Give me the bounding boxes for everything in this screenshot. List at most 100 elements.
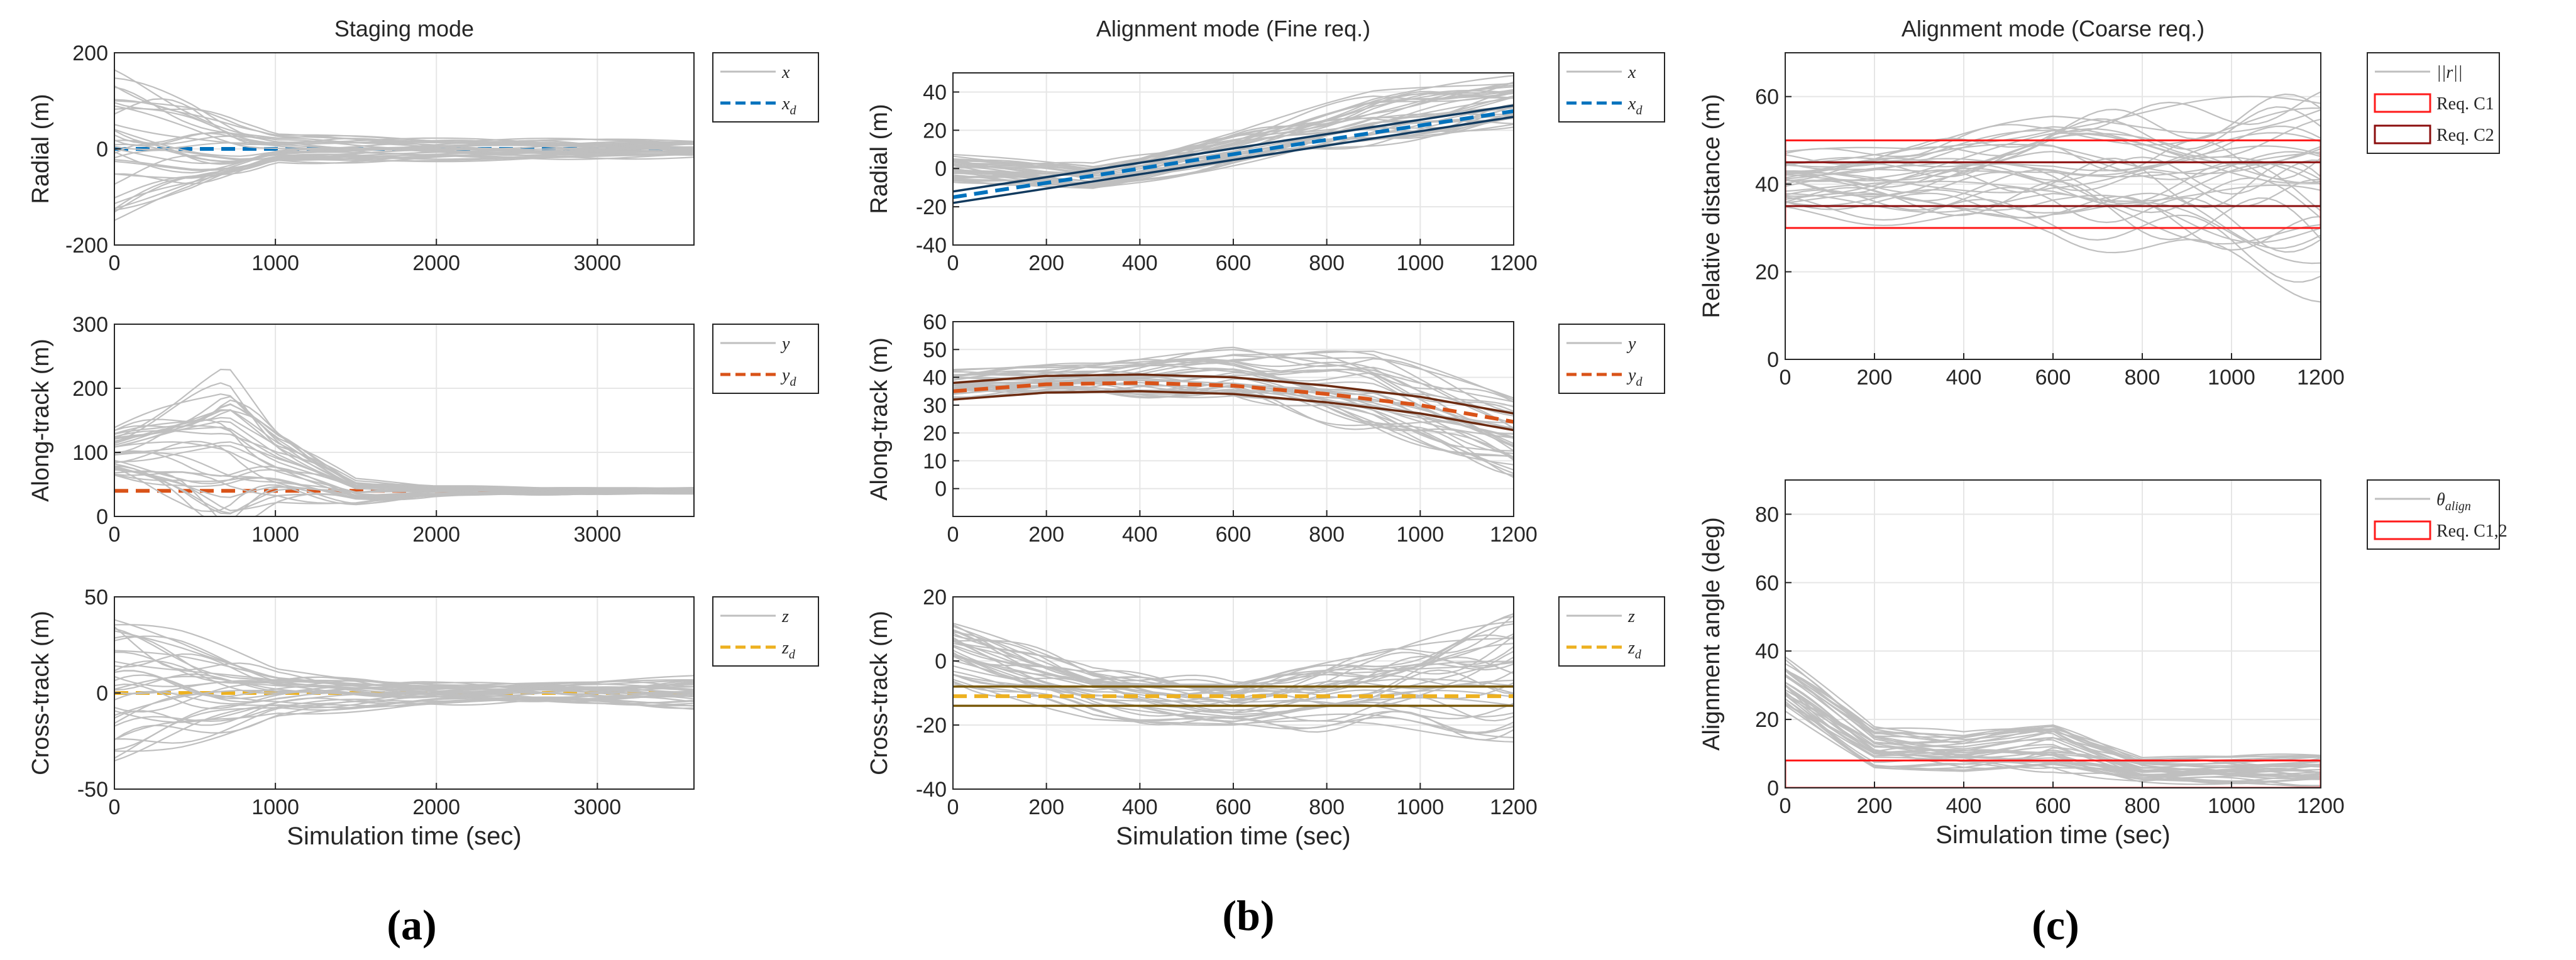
y-tick-label: 60 — [923, 310, 947, 334]
mc-trajectory-line — [1785, 163, 2321, 207]
mc-trajectory-line — [114, 697, 694, 759]
mc-trajectory-line — [114, 99, 694, 146]
x-tick-label: 0 — [947, 795, 959, 819]
y-tick-label: 0 — [935, 477, 947, 501]
mc-trajectory-line — [953, 636, 1514, 695]
y-tick-label: 20 — [923, 586, 947, 609]
legend-label: z — [1627, 607, 1635, 626]
x-tick-label: 1000 — [2208, 794, 2255, 818]
y-tick-label: 60 — [1755, 571, 1779, 595]
legend-label: Req. C2 — [2436, 126, 2494, 145]
mc-trajectory-line — [114, 368, 694, 490]
legend: yyd — [712, 324, 819, 394]
plot-area-a-cross — [114, 619, 694, 761]
plot-area-b-radial — [953, 75, 1514, 204]
mc-trajectory-line — [114, 697, 694, 741]
mc-trajectory-line — [953, 349, 1514, 403]
chart-b-cross: 0 200 400 600 800 1000 1200 -40 -20 0 20 Simulation… — [866, 586, 1665, 850]
mc-trajectory-line — [1785, 669, 2321, 765]
x-tick-label: 400 — [1946, 366, 1982, 390]
x-tick-label: 800 — [1309, 251, 1345, 275]
panel-label-c: (c) — [2032, 901, 2079, 949]
mc-trajectory-line — [1785, 206, 2321, 303]
x-tick-label: 400 — [1122, 251, 1158, 275]
panel-label-a: (a) — [387, 901, 436, 949]
desired-line — [953, 109, 1514, 199]
mc-trajectory-line — [1785, 139, 2321, 181]
x-tick-label: 1200 — [1490, 795, 1538, 819]
chart-title: Staging mode — [334, 16, 474, 41]
x-tick-label: 0 — [109, 795, 121, 819]
mc-trajectory-line — [1785, 109, 2321, 165]
x-tick-label: 800 — [2125, 794, 2160, 818]
legend: xxd — [1558, 52, 1665, 123]
y-axis-label: Cross-track (m) — [28, 611, 54, 775]
mc-trajectory-line — [1785, 663, 2321, 766]
x-tick-label: 1000 — [251, 523, 299, 547]
legend: zzd — [1558, 596, 1665, 667]
x-tick-label: 0 — [109, 523, 121, 547]
legend-label: ||r|| — [2436, 63, 2463, 82]
chart-title: Alignment mode (Coarse req.) — [1902, 16, 2204, 41]
y-tick-label: 0 — [96, 682, 108, 706]
x-tick-label: 400 — [1122, 523, 1158, 547]
mc-trajectory-line — [114, 470, 694, 516]
panel-label-b: (b) — [1222, 892, 1274, 939]
y-tick-label: 200 — [72, 377, 108, 401]
x-tick-label: 1000 — [1397, 795, 1445, 819]
requirement-box-req-c2 — [1785, 161, 2321, 207]
y-axis-label: Along-track (m) — [28, 339, 54, 502]
chart-b-along: 0 200 400 600 800 1000 1200 0 10 20 30 40 50 60 Along-… — [866, 310, 1665, 547]
mc-trajectory-line — [114, 430, 694, 491]
mc-trajectory-line — [114, 418, 694, 492]
legend-label: Req. C1 — [2436, 94, 2494, 114]
legend-label: Req. C1,2 — [2436, 521, 2507, 541]
desired-line — [953, 381, 1514, 424]
x-tick-label: 200 — [1028, 251, 1064, 275]
y-tick-label: 20 — [923, 422, 947, 445]
x-tick-label: 400 — [1122, 795, 1158, 819]
mc-trajectory-line — [114, 409, 694, 491]
x-tick-label: 1000 — [251, 795, 299, 819]
y-axis-label: Radial (m) — [28, 94, 54, 204]
x-axis-label: Simulation time (sec) — [287, 822, 521, 850]
mc-trajectory-line — [114, 474, 694, 500]
y-tick-label: 20 — [923, 119, 947, 143]
legend-box — [712, 596, 819, 667]
y-axis-label: Cross-track (m) — [866, 611, 893, 775]
y-tick-label: 40 — [923, 366, 947, 390]
y-axis-label: Along-track (m) — [866, 337, 893, 501]
x-axis-label: Simulation time (sec) — [1935, 821, 2170, 849]
y-tick-label: 40 — [1755, 640, 1779, 663]
y-tick-label: 0 — [96, 138, 108, 161]
legend-label: z — [781, 607, 789, 626]
mc-trajectory-line — [114, 674, 694, 703]
x-tick-label: 800 — [2125, 366, 2160, 390]
legend-label: x — [781, 63, 790, 82]
mc-trajectory-line — [114, 409, 694, 491]
mc-trajectory-line — [953, 615, 1514, 685]
mc-trajectory-line — [953, 621, 1514, 692]
x-tick-label: 1200 — [2297, 794, 2345, 818]
mc-trajectory-line — [114, 624, 694, 688]
mc-trajectory-line — [1785, 156, 2321, 194]
mc-trajectory-line — [953, 350, 1514, 417]
y-tick-label: 30 — [923, 394, 947, 418]
y-axis-label: Radial (m) — [866, 104, 893, 214]
y-tick-label: 0 — [96, 505, 108, 529]
y-tick-label: 20 — [1755, 708, 1779, 732]
x-axis-label: Simulation time (sec) — [1116, 822, 1350, 850]
y-tick-label: -40 — [916, 778, 947, 802]
mc-trajectory-line — [953, 86, 1514, 175]
x-tick-label: 200 — [1857, 794, 1893, 818]
x-tick-label: 0 — [1780, 366, 1792, 390]
mc-trajectory-line — [1785, 145, 2321, 180]
y-axis-label: Relative distance (m) — [1698, 94, 1725, 319]
plot-area-a-radial — [114, 69, 694, 221]
legend-box — [2367, 479, 2500, 550]
x-tick-label: 3000 — [574, 251, 622, 275]
mc-trajectory-line — [953, 670, 1514, 739]
mc-trajectory-line — [953, 625, 1514, 685]
